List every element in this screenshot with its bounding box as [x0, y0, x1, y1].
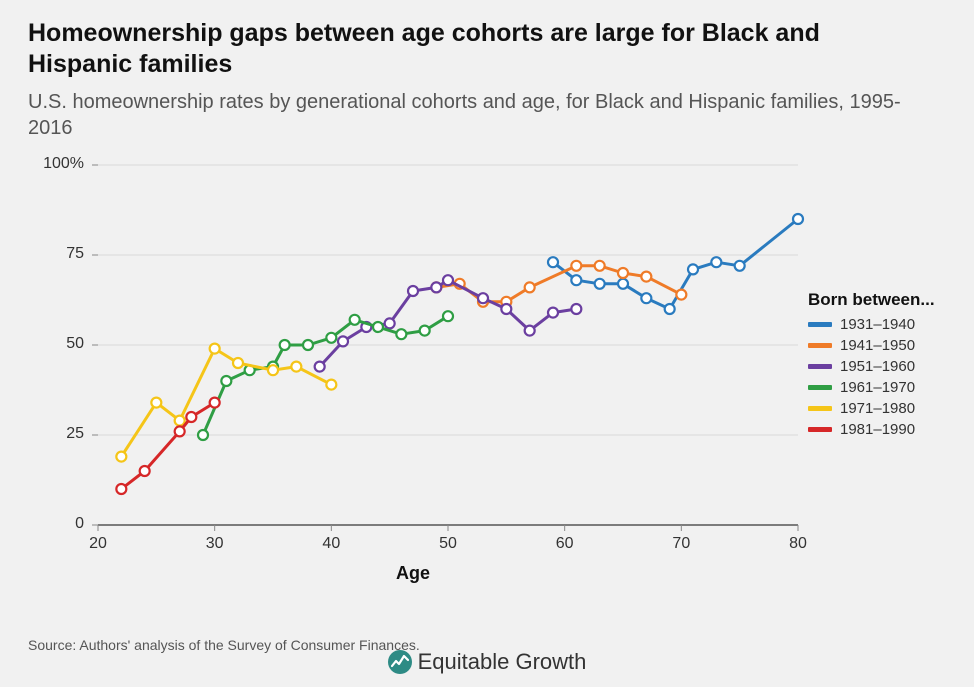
brand-logo-icon — [388, 650, 412, 674]
legend-swatch — [808, 406, 832, 411]
x-tick-label: 80 — [789, 535, 807, 553]
x-tick-label: 20 — [89, 535, 107, 553]
x-tick-label: 50 — [439, 535, 457, 553]
legend-item: 1951–1960 — [808, 358, 935, 375]
brand-name: Equitable Growth — [418, 649, 587, 675]
y-tick-label: 100% — [28, 155, 84, 173]
legend-item: 1931–1940 — [808, 316, 935, 333]
legend-item: 1941–1950 — [808, 337, 935, 354]
chart-title: Homeownership gaps between age cohorts a… — [28, 18, 928, 79]
legend-item: 1981–1990 — [808, 421, 935, 438]
legend-title: Born between... — [808, 290, 935, 310]
legend-swatch — [808, 343, 832, 348]
y-tick-label: 50 — [28, 335, 84, 353]
legend-label: 1931–1940 — [840, 316, 915, 333]
y-tick-label: 75 — [28, 245, 84, 263]
chart-page: Homeownership gaps between age cohorts a… — [0, 0, 974, 687]
x-tick-label: 40 — [322, 535, 340, 553]
legend-label: 1941–1950 — [840, 337, 915, 354]
legend-label: 1971–1980 — [840, 400, 915, 417]
legend-swatch — [808, 385, 832, 390]
x-tick-label: 70 — [672, 535, 690, 553]
legend-item: 1971–1980 — [808, 400, 935, 417]
legend-item: 1961–1970 — [808, 379, 935, 396]
x-axis-title: Age — [28, 563, 798, 584]
chart-subtitle: U.S. homeownership rates by generational… — [28, 89, 928, 141]
chart-area: 0 25 50 75 100% 20 30 40 50 60 70 80 Age Born betw… — [28, 155, 946, 585]
legend-swatch — [808, 364, 832, 369]
legend-swatch — [808, 427, 832, 432]
y-tick-label: 25 — [28, 425, 84, 443]
legend-label: 1981–1990 — [840, 421, 915, 438]
legend-label: 1961–1970 — [840, 379, 915, 396]
x-tick-label: 30 — [206, 535, 224, 553]
y-tick-label: 0 — [28, 515, 84, 533]
legend-swatch — [808, 322, 832, 327]
x-tick-label: 60 — [556, 535, 574, 553]
brand-footer: Equitable Growth — [0, 649, 974, 675]
chart-legend: Born between... 1931–1940 1941–1950 1951–1… — [808, 290, 935, 442]
legend-label: 1951–1960 — [840, 358, 915, 375]
